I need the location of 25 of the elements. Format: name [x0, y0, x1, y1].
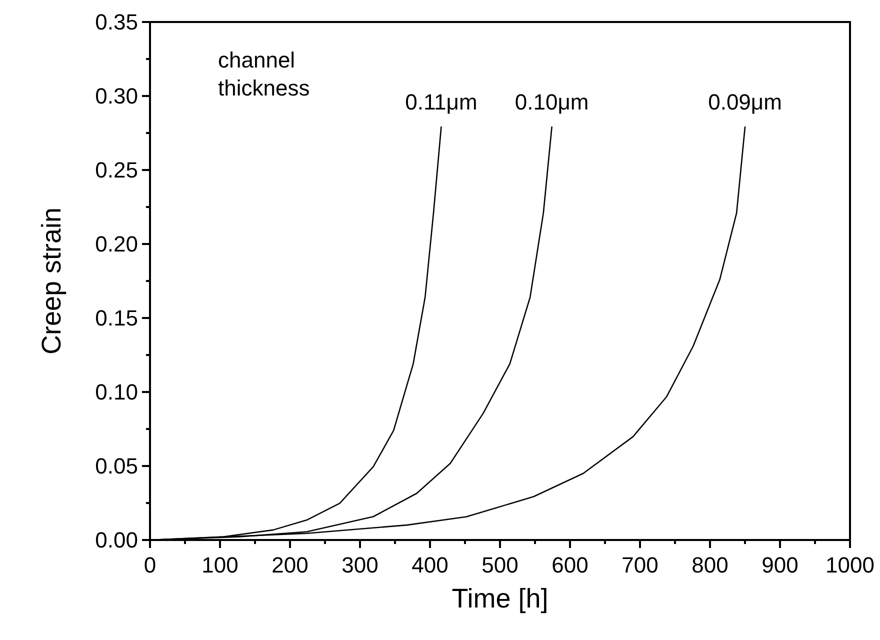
series-label: 0.09μm	[708, 90, 782, 115]
x-tick-label: 200	[272, 552, 308, 578]
y-axis-title: Creep strain	[36, 207, 66, 355]
x-tick-label: 900	[762, 552, 798, 578]
y-tick-label: 0.05	[95, 454, 138, 478]
x-tick-label: 1000	[826, 552, 874, 578]
y-tick-label: 0.00	[95, 528, 138, 552]
y-tick-label: 0.10	[95, 380, 138, 404]
annotation: channel thickness	[218, 48, 310, 100]
x-tick-label: 600	[552, 552, 588, 578]
series-label: 0.11μm	[405, 90, 478, 115]
x-tick-label: 700	[622, 552, 658, 578]
x-tick-label: 0	[144, 552, 156, 578]
x-tick-label: 800	[692, 552, 728, 578]
x-tick-label: 500	[482, 552, 518, 578]
y-tick-label: 0.35	[95, 10, 138, 34]
y-tick-label: 0.20	[95, 232, 138, 256]
series-label: 0.10μm	[514, 90, 589, 115]
x-tick-label: 100	[202, 552, 238, 578]
y-tick-label: 0.30	[95, 84, 138, 108]
x-axis-title: Time [h]	[452, 584, 548, 614]
x-tick-label: 300	[342, 552, 378, 578]
y-tick-label: 0.15	[95, 306, 138, 330]
x-tick-label: 400	[412, 552, 448, 578]
y-tick-label: 0.25	[95, 158, 138, 182]
